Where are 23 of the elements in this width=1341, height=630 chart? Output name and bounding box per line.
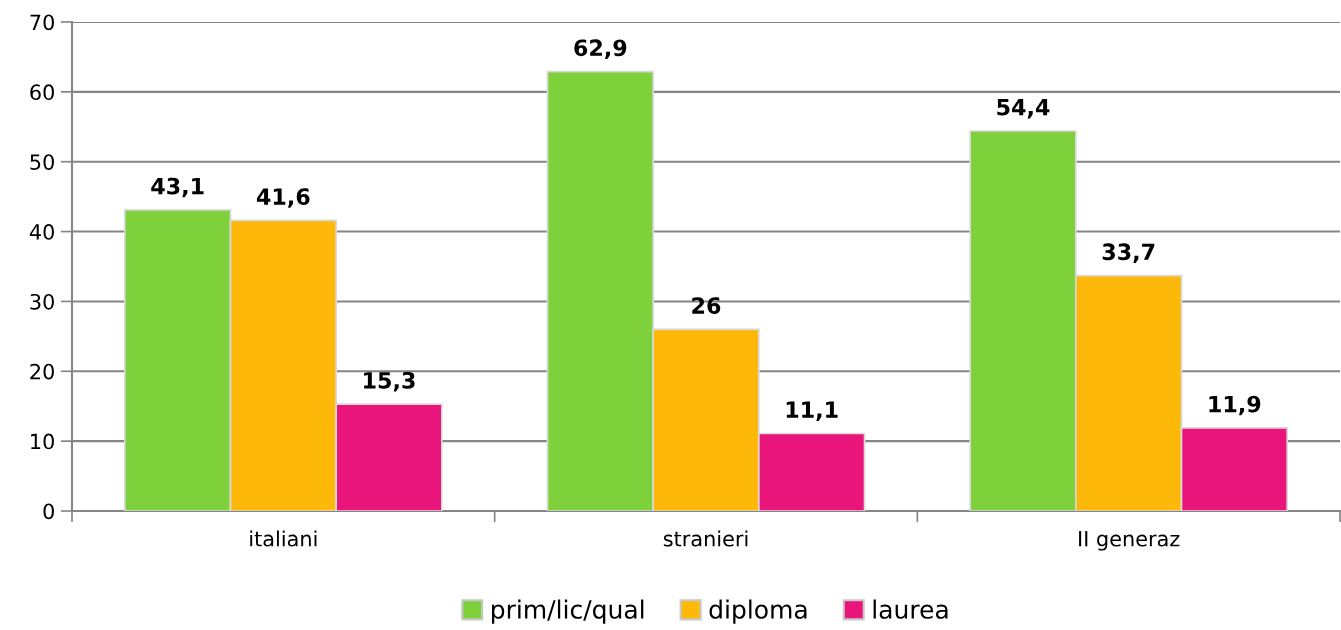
y-tick-label: 10 bbox=[31, 433, 54, 450]
y-tick-label: 60 bbox=[30, 84, 54, 101]
legend-label: prim/lic/qual bbox=[492, 599, 644, 624]
legend-label: diploma bbox=[709, 599, 807, 624]
y-tick-label: 40 bbox=[29, 224, 54, 240]
data-label: 41,6 bbox=[256, 188, 310, 208]
x-tick-label: II generaz bbox=[1079, 531, 1180, 551]
data-label: 54,4 bbox=[997, 99, 1050, 119]
x-tick-label: italiani bbox=[250, 530, 317, 547]
data-label: 11,9 bbox=[1209, 395, 1261, 416]
data-label: 33,7 bbox=[1102, 243, 1155, 264]
y-tick-label: 20 bbox=[30, 363, 54, 380]
y-tick-label: 50 bbox=[30, 154, 54, 170]
y-tick-label: 30 bbox=[30, 293, 54, 310]
data-label: 43,1 bbox=[151, 177, 204, 198]
data-label: 26 bbox=[692, 297, 721, 314]
legend-label: laurea bbox=[873, 599, 948, 619]
data-label: 15,3 bbox=[364, 371, 415, 392]
y-tick-label: 70 bbox=[30, 14, 54, 31]
x-tick-label: stranieri bbox=[663, 530, 748, 547]
data-label: 11,1 bbox=[786, 401, 838, 421]
y-tick-label: 0 bbox=[43, 503, 54, 520]
data-label: 62,9 bbox=[574, 39, 627, 60]
